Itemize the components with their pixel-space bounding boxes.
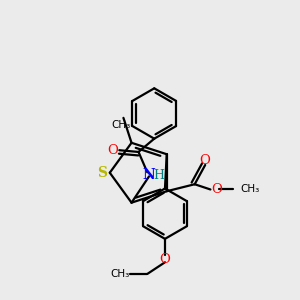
Text: H: H [153,169,164,182]
Text: O: O [211,183,222,196]
Text: S: S [97,166,107,180]
Text: CH₃: CH₃ [111,120,130,130]
Text: CH₃: CH₃ [111,269,130,279]
Text: O: O [108,144,118,157]
Text: N: N [142,168,155,182]
Text: O: O [160,253,170,266]
Text: CH₃: CH₃ [241,184,260,194]
Text: O: O [200,154,211,167]
